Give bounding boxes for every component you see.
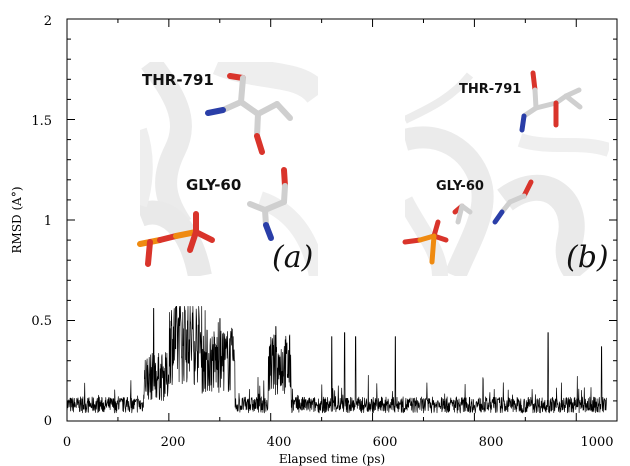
x-tick-label: 600 — [373, 435, 398, 450]
inset-b-label-gly: GLY-60 — [436, 179, 484, 194]
inset-b-label-thr: THR-791 — [459, 82, 521, 97]
x-tick-label: 0 — [63, 435, 71, 450]
y-tick-label: 0.5 — [31, 314, 52, 329]
inset-a-ribbons — [140, 62, 318, 276]
gly-60-molecule-b — [492, 179, 534, 225]
inset-b: THR-791 GLY-60 (b) — [402, 62, 609, 276]
x-tick-label: 1000 — [580, 435, 613, 450]
inset-a-tag: (a) — [272, 240, 313, 275]
x-tick-label: 200 — [161, 435, 186, 450]
y-tick-label: 2 — [44, 14, 52, 29]
y-tick-labels: 0 0.5 1 1.5 2 — [31, 14, 52, 429]
y-tick-label: 0 — [44, 414, 52, 429]
rmsd-series-line — [66, 306, 607, 414]
x-tick-label: 400 — [267, 435, 292, 450]
inset-a: THR-791 GLY-60 (a) — [137, 62, 318, 276]
y-tick-label: 1.5 — [31, 114, 52, 129]
thr-791-molecule-a — [205, 73, 293, 155]
thr-791-molecule-b — [519, 70, 583, 133]
x-tick-labels: 0 200 400 600 800 1000 — [63, 435, 614, 450]
inset-a-label-gly: GLY-60 — [186, 176, 241, 194]
y-axis-label: RMSD (A°) — [10, 186, 24, 253]
y-tick-label: 1 — [44, 214, 52, 229]
phosphate-molecule-a — [137, 211, 215, 267]
water-molecule-b — [452, 203, 473, 225]
x-axis-label: Elapsed time (ps) — [279, 452, 385, 466]
gly-60-molecule-a — [247, 167, 288, 241]
inset-b-tag: (b) — [566, 240, 609, 275]
phosphate-molecule-b — [402, 219, 449, 265]
axis-ticks — [66, 18, 617, 422]
inset-a-label-thr: THR-791 — [142, 71, 214, 89]
x-tick-label: 800 — [479, 435, 504, 450]
